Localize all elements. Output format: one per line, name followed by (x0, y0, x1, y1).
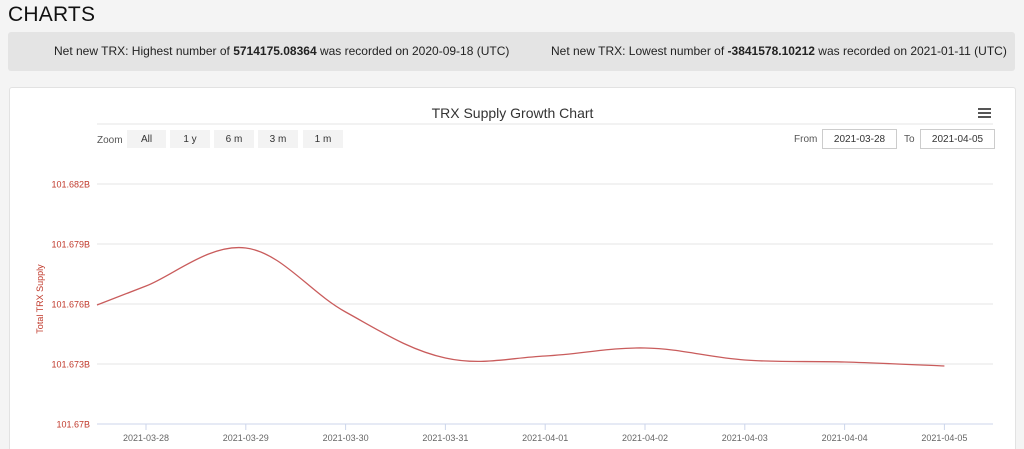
stat-highest-value: 5714175.08364 (233, 44, 317, 58)
x-tick-label: 2021-04-05 (921, 433, 967, 443)
label-layer: 101.67B 101.673B 101.676B 101.679B 101.682B T… (35, 180, 967, 444)
y-tick-label: 101.682B (51, 180, 90, 190)
zoom-label: Zoom (97, 135, 123, 146)
zoom-1y-button[interactable]: 1 y (170, 130, 210, 148)
x-tick-label: 2021-04-01 (522, 433, 568, 443)
x-tick-label: 2021-03-31 (422, 433, 468, 443)
y-tick-label: 101.67B (56, 420, 90, 430)
y-tick-label: 101.676B (51, 300, 90, 310)
x-tick-label: 2021-04-02 (622, 433, 668, 443)
x-tick-label: 2021-03-30 (323, 433, 369, 443)
y-tick-label: 101.673B (51, 360, 90, 370)
zoom-all-button[interactable]: All (127, 130, 166, 148)
menu-bar (978, 116, 991, 118)
stat-lowest-suffix: was recorded on 2021-01-11 (UTC) (814, 44, 1007, 58)
stat-lowest-prefix: Net new TRX: Lowest number of (551, 44, 728, 58)
menu-bar (978, 112, 991, 114)
x-tick-label: 2021-03-28 (123, 433, 169, 443)
stat-lowest-value: -3841578.10212 (727, 44, 815, 58)
stat-highest-suffix: was recorded on 2020-09-18 (UTC) (316, 44, 510, 58)
x-tick-label: 2021-04-04 (822, 433, 868, 443)
chart-title: TRX Supply Growth Chart (431, 105, 594, 121)
from-label: From (794, 134, 818, 145)
grid-layer (97, 123, 993, 365)
series-layer (96, 246, 945, 367)
from-date-input[interactable]: 2021-03-28 (822, 129, 897, 149)
series-line (96, 246, 945, 367)
to-label: To (904, 134, 915, 145)
stat-highest-prefix: Net new TRX: Highest number of (54, 44, 234, 58)
chart-card: 101.67B 101.673B 101.676B 101.679B 101.682B T… (9, 87, 1016, 449)
stats-bar: Net new TRX: Highest number of 5714175.0… (8, 32, 1015, 71)
zoom-6m-button[interactable]: 6 m (214, 130, 254, 148)
y-axis-title: Total TRX Supply (35, 264, 45, 334)
y-tick-label: 101.679B (51, 240, 90, 250)
x-tick-label: 2021-04-03 (722, 433, 768, 443)
stat-lowest: Net new TRX: Lowest number of -3841578.1… (551, 32, 1007, 71)
x-tick-label: 2021-03-29 (223, 433, 269, 443)
axis-layer (97, 423, 993, 430)
stat-highest: Net new TRX: Highest number of 5714175.0… (54, 32, 509, 71)
page-heading: CHARTS (8, 3, 96, 26)
hamburger-menu-icon[interactable] (978, 108, 991, 119)
zoom-1m-button[interactable]: 1 m (303, 130, 343, 148)
chart-plot: 101.67B 101.673B 101.676B 101.679B 101.682B T… (35, 123, 993, 444)
to-date-input[interactable]: 2021-04-05 (920, 129, 995, 149)
menu-bar (978, 108, 991, 110)
zoom-3m-button[interactable]: 3 m (258, 130, 298, 148)
